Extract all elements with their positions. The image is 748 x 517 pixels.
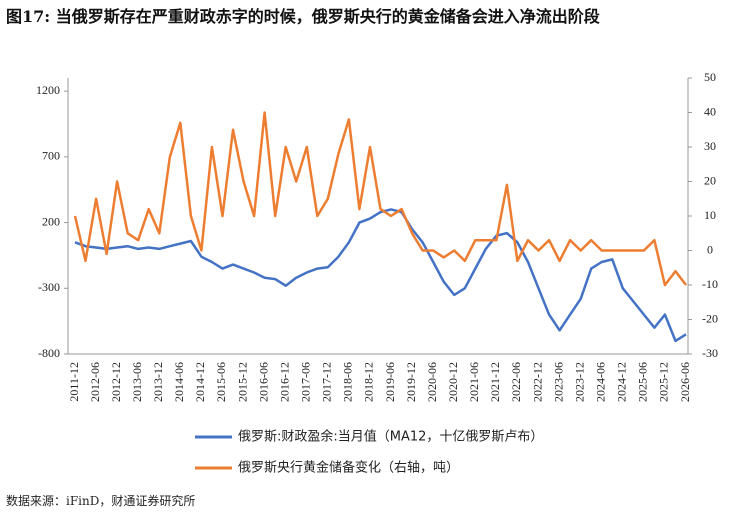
x-tick-label: 2023-12	[572, 362, 586, 402]
y2-tick-label: 30	[704, 139, 716, 153]
y2-tick-label: 50	[704, 70, 716, 84]
x-tick-label: 2020-12	[446, 362, 460, 402]
y2-tick-label: -10	[702, 277, 718, 291]
x-tick-label: 2012-12	[109, 362, 123, 402]
y-tick-label: 1200	[36, 83, 60, 97]
legend-label: 俄罗斯:财政盈余:当月值（MA12，十亿俄罗斯卢布）	[238, 429, 543, 445]
y2-tick-label: 10	[704, 208, 716, 222]
x-tick-label: 2013-06	[130, 362, 144, 402]
x-tick-label: 2019-12	[404, 362, 418, 402]
x-tick-label: 2017-12	[320, 362, 334, 402]
series-line	[73, 111, 687, 287]
x-tick-label: 2021-06	[467, 362, 481, 402]
x-tick-label: 2018-06	[341, 362, 355, 402]
y2-tick-label: 20	[704, 173, 716, 187]
x-tick-label: 2014-12	[193, 362, 207, 402]
x-tick-label: 2025-12	[657, 362, 671, 402]
series-line	[74, 208, 687, 343]
x-tick-label: 2021-12	[488, 362, 502, 402]
x-tick-label: 2016-06	[256, 362, 270, 402]
x-tick-label: 2014-06	[172, 362, 186, 402]
y-tick-label: 700	[42, 149, 60, 163]
x-tick-label: 2022-06	[509, 362, 523, 402]
x-tick-label: 2015-06	[214, 362, 228, 402]
x-tick-label: 2020-06	[425, 362, 439, 402]
y-tick-label: -800	[38, 346, 60, 360]
x-tick-label: 2011-12	[67, 362, 81, 402]
y2-tick-label: 40	[704, 104, 716, 118]
y2-tick-label: -30	[702, 346, 718, 360]
x-tick-label: 2019-06	[383, 362, 397, 402]
x-tick-label: 2013-12	[151, 362, 165, 402]
x-tick-label: 2023-06	[551, 362, 565, 402]
x-tick-label: 2012-06	[88, 362, 102, 402]
x-tick-label: 2025-06	[636, 362, 650, 402]
x-tick-label: 2024-06	[593, 362, 607, 402]
legend-label: 俄罗斯央行黄金储备变化（右轴，吨）	[238, 460, 459, 476]
y2-tick-label: 0	[707, 242, 713, 256]
y-tick-label: -300	[38, 280, 60, 294]
x-tick-label: 2016-12	[277, 362, 291, 402]
chart-title: 图17: 当俄罗斯存在严重财政赤字的时候，俄罗斯央行的黄金储备会进入净流出阶段	[6, 7, 600, 26]
x-tick-label: 2026-06	[678, 362, 692, 402]
x-tick-label: 2018-12	[362, 362, 376, 402]
x-tick-label: 2022-12	[530, 362, 544, 402]
source-note: 数据来源：iFinD，财通证券研究所	[6, 494, 196, 508]
y-tick-label: 200	[42, 214, 60, 228]
y2-tick-label: -20	[702, 311, 718, 325]
x-tick-label: 2024-12	[615, 362, 629, 402]
x-tick-label: 2015-12	[235, 362, 249, 402]
x-tick-label: 2017-06	[299, 362, 313, 402]
